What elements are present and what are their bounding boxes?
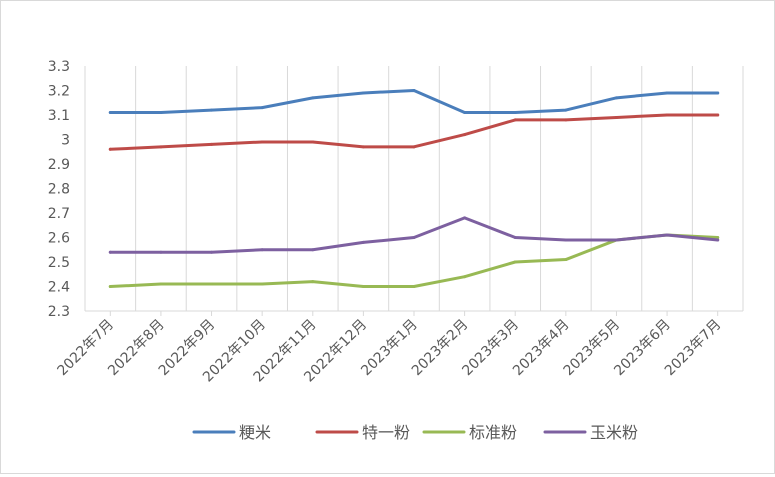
data-point bbox=[311, 248, 315, 252]
data-point bbox=[665, 113, 669, 117]
data-point bbox=[108, 147, 112, 151]
legend-label: 粳米 bbox=[239, 423, 271, 442]
legend: 粳米 特一粉 标准粉 玉米粉 bbox=[192, 423, 638, 442]
series-line-2 bbox=[108, 113, 720, 151]
data-point bbox=[108, 285, 112, 288]
data-point bbox=[564, 238, 568, 242]
gridlines bbox=[84, 66, 744, 311]
data-point bbox=[513, 111, 517, 115]
legend-label: 特一粉 bbox=[362, 423, 410, 442]
series-line-1 bbox=[108, 89, 720, 115]
y-tick-label: 2.3 bbox=[48, 304, 70, 320]
series-line-3 bbox=[108, 233, 720, 288]
data-point bbox=[513, 236, 517, 239]
data-point bbox=[108, 250, 112, 254]
data-point bbox=[614, 115, 618, 119]
data-point bbox=[260, 248, 264, 252]
data-point bbox=[311, 280, 315, 284]
data-point bbox=[665, 91, 669, 95]
data-point bbox=[716, 91, 720, 95]
data-point bbox=[108, 111, 112, 115]
data-point bbox=[159, 282, 163, 286]
data-point bbox=[159, 250, 163, 254]
y-tick-label: 2.7 bbox=[48, 206, 70, 222]
data-point bbox=[412, 145, 416, 149]
y-tick-label: 2.4 bbox=[48, 280, 70, 296]
data-point bbox=[614, 238, 618, 242]
axes: 2.32.42.52.62.72.82.933.13.23.32022年7月20… bbox=[48, 59, 743, 385]
y-tick-label: 3.2 bbox=[48, 84, 70, 100]
series-lines bbox=[108, 89, 720, 288]
y-tick-label: 2.6 bbox=[48, 231, 70, 247]
legend-label: 标准粉 bbox=[469, 423, 517, 442]
data-point bbox=[210, 108, 214, 112]
data-point bbox=[614, 96, 618, 100]
data-point bbox=[361, 240, 365, 244]
data-point bbox=[716, 113, 720, 117]
data-point bbox=[463, 275, 467, 279]
data-point bbox=[665, 233, 669, 237]
data-point bbox=[412, 89, 416, 92]
y-tick-label: 3.3 bbox=[48, 59, 70, 75]
legend-label: 玉米粉 bbox=[590, 423, 638, 442]
data-point bbox=[716, 238, 720, 242]
y-tick-label: 3 bbox=[61, 133, 70, 149]
data-point bbox=[159, 145, 163, 149]
data-point bbox=[210, 250, 214, 254]
series-line-4 bbox=[108, 216, 720, 254]
data-point bbox=[412, 236, 416, 239]
data-point bbox=[412, 285, 416, 288]
y-tick-label: 2.9 bbox=[48, 157, 70, 173]
data-point bbox=[463, 133, 467, 137]
data-point bbox=[564, 118, 568, 122]
data-point bbox=[361, 91, 365, 95]
data-point bbox=[210, 282, 214, 286]
data-point bbox=[463, 216, 467, 220]
data-point bbox=[311, 140, 315, 144]
data-point bbox=[361, 285, 365, 288]
data-point bbox=[564, 108, 568, 112]
data-point bbox=[513, 118, 517, 122]
data-point bbox=[361, 145, 365, 149]
data-point bbox=[260, 106, 264, 110]
data-point bbox=[260, 140, 264, 144]
y-tick-label: 2.5 bbox=[48, 255, 70, 271]
data-point bbox=[159, 111, 163, 115]
data-point bbox=[311, 96, 315, 100]
data-point bbox=[260, 282, 264, 286]
data-point bbox=[210, 142, 214, 146]
data-point bbox=[463, 111, 467, 115]
y-tick-label: 2.8 bbox=[48, 182, 70, 198]
data-point bbox=[716, 236, 720, 239]
data-point bbox=[564, 258, 568, 262]
data-point bbox=[513, 260, 517, 264]
y-tick-label: 3.1 bbox=[48, 108, 70, 124]
